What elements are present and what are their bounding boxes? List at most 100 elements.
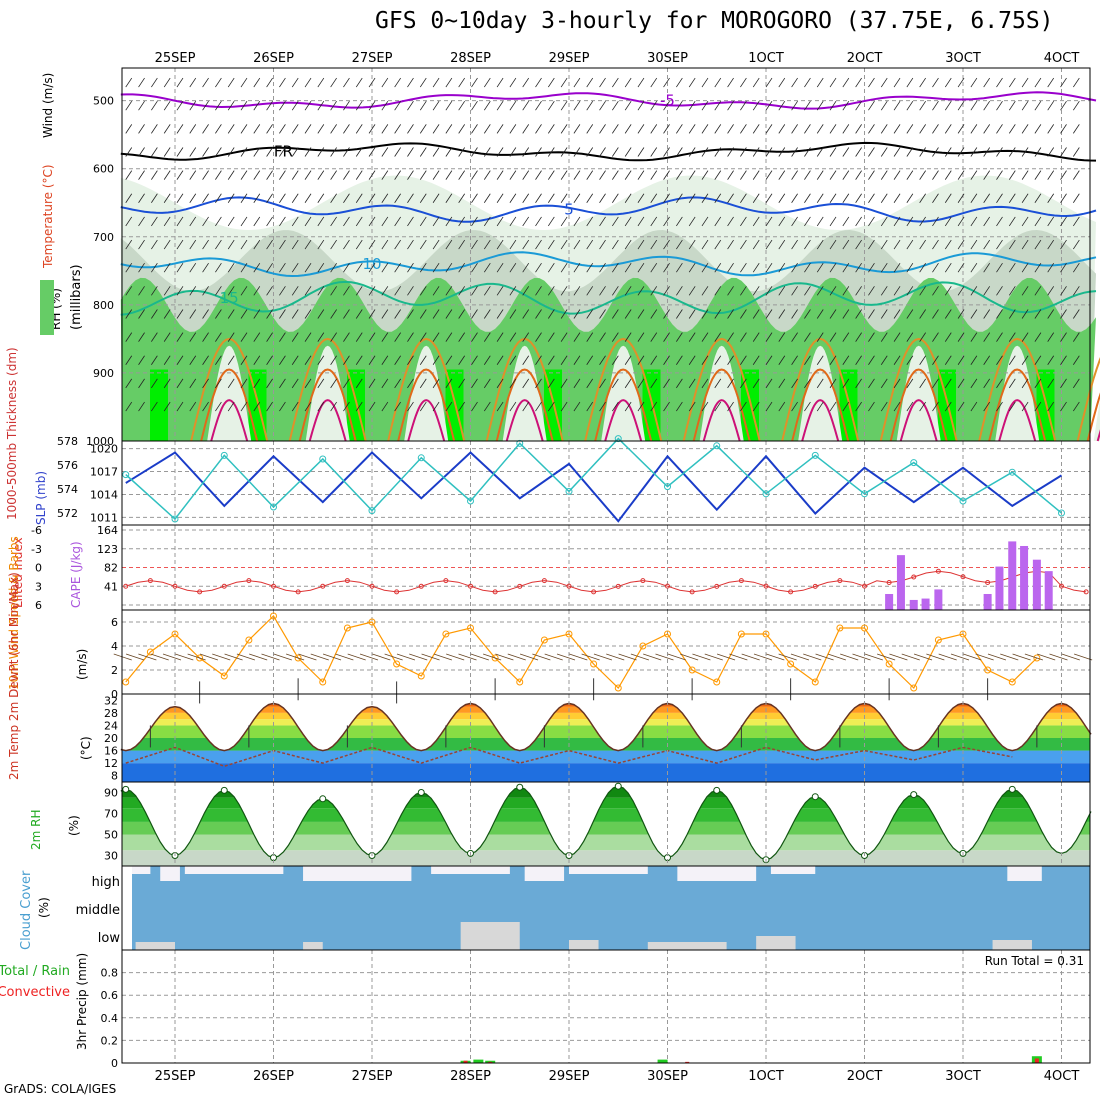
- wind-barb: [496, 309, 504, 319]
- wind-barb-10m: [963, 653, 982, 661]
- wind-barb: [791, 124, 798, 134]
- wind-barb: [419, 239, 427, 250]
- diurnal-isotherm-arch: [998, 399, 1037, 442]
- wind-barb: [509, 100, 517, 111]
- wind-barb: [471, 286, 478, 296]
- wind-barb: [560, 309, 568, 319]
- wind-barb: [458, 147, 466, 157]
- wind-barb: [983, 378, 991, 389]
- wind-barb: [355, 239, 363, 250]
- wind-barb: [752, 309, 760, 319]
- wind-barb: [727, 100, 734, 111]
- wind-barb-10m: [532, 653, 551, 661]
- slp-line: [125, 451, 1063, 523]
- wind-barb: [957, 401, 965, 412]
- wind-barb: [227, 216, 235, 227]
- wind-barb: [650, 401, 658, 412]
- cloud-cover-fill: [132, 866, 1090, 950]
- rh-band: [122, 786, 1090, 798]
- wind-barb: [906, 193, 914, 203]
- wind-barb: [778, 170, 786, 180]
- wind-barb: [880, 193, 888, 203]
- diurnal-isotherm-arch: [791, 368, 850, 442]
- wind-barb: [944, 262, 952, 273]
- rh-marker: [910, 791, 918, 799]
- thickness-marker: [614, 435, 622, 443]
- wind-barb: [227, 378, 235, 389]
- wind-barb: [893, 216, 901, 227]
- wind-barb: [752, 193, 760, 203]
- wind-barb-10m: [125, 653, 145, 661]
- wind-barb-10m: [212, 653, 231, 661]
- wind-barb: [394, 193, 401, 203]
- wind-barb: [944, 77, 952, 88]
- wind-barb: [394, 309, 401, 319]
- cloud-level-high: high: [92, 875, 120, 890]
- wind-barb: [509, 147, 517, 157]
- wind-barb: [1047, 286, 1055, 296]
- wind-barb-10m: [421, 653, 440, 661]
- wind-barb: [906, 100, 914, 111]
- wind-barb-10m: [310, 653, 329, 661]
- wind-barb-10m: [766, 653, 785, 661]
- wind-barb-10m: [630, 653, 650, 661]
- wind-speed-marker: [565, 630, 573, 638]
- wind-barb: [637, 355, 645, 365]
- wind-barb: [202, 401, 209, 412]
- wind-barb: [829, 124, 837, 134]
- wind-barb: [419, 355, 427, 365]
- wind-barb-10m: [335, 653, 354, 661]
- wind-speed-marker: [590, 660, 598, 668]
- wind-barb: [599, 262, 606, 273]
- wind-barb: [612, 401, 619, 412]
- wind-barb: [445, 170, 453, 180]
- wind-barb: [688, 147, 696, 157]
- wind-speed-marker: [294, 654, 302, 662]
- wind-barb: [483, 239, 491, 250]
- wind-barb: [829, 286, 837, 296]
- wind-barb: [778, 378, 786, 389]
- wind-barb: [944, 239, 952, 250]
- wind-barb: [919, 309, 926, 319]
- wind-speed-marker: [664, 630, 671, 638]
- wind-barb: [688, 378, 696, 389]
- wind-barb: [765, 216, 773, 227]
- wind-barb: [189, 286, 197, 296]
- diurnal-isotherm-arch: [397, 368, 456, 442]
- wind-barb: [804, 239, 811, 250]
- wind-barb: [663, 309, 670, 319]
- wind-barb: [368, 378, 376, 389]
- wind-barb: [599, 355, 606, 365]
- wind-barb: [829, 170, 837, 180]
- wind-barb: [586, 332, 594, 342]
- wind-barb: [483, 124, 491, 134]
- wind-barb-10m: [790, 653, 810, 661]
- lifted-index-marker: [788, 589, 794, 595]
- wind-barb: [381, 147, 389, 157]
- wind-barb: [125, 193, 133, 203]
- wind-barb: [829, 239, 837, 250]
- wind-barb: [279, 239, 286, 250]
- wind-barb: [676, 147, 683, 157]
- lifted-index-marker: [172, 583, 178, 589]
- wind-barb: [189, 170, 197, 180]
- wind-barb: [253, 100, 261, 111]
- lifted-index-marker: [246, 578, 252, 584]
- wind-barb: [957, 124, 965, 134]
- wind-barb: [1060, 100, 1067, 111]
- wind-barb: [996, 77, 1003, 88]
- wind-barb: [1047, 124, 1055, 134]
- wind-barb: [970, 77, 978, 88]
- lifted-index-marker: [862, 583, 867, 589]
- precip-convective-label: Convective: [0, 985, 70, 1000]
- wind-barb: [791, 401, 798, 412]
- wind-barb: [752, 170, 760, 180]
- wind-barb: [804, 77, 811, 88]
- isotherm-label: 10: [362, 255, 381, 273]
- wind-barb: [151, 170, 158, 180]
- wind-barb: [957, 77, 965, 88]
- wind-barb: [279, 216, 286, 227]
- wind-barb: [202, 286, 209, 296]
- wind-barb-10m: [273, 653, 292, 661]
- wind-barb: [1008, 100, 1016, 111]
